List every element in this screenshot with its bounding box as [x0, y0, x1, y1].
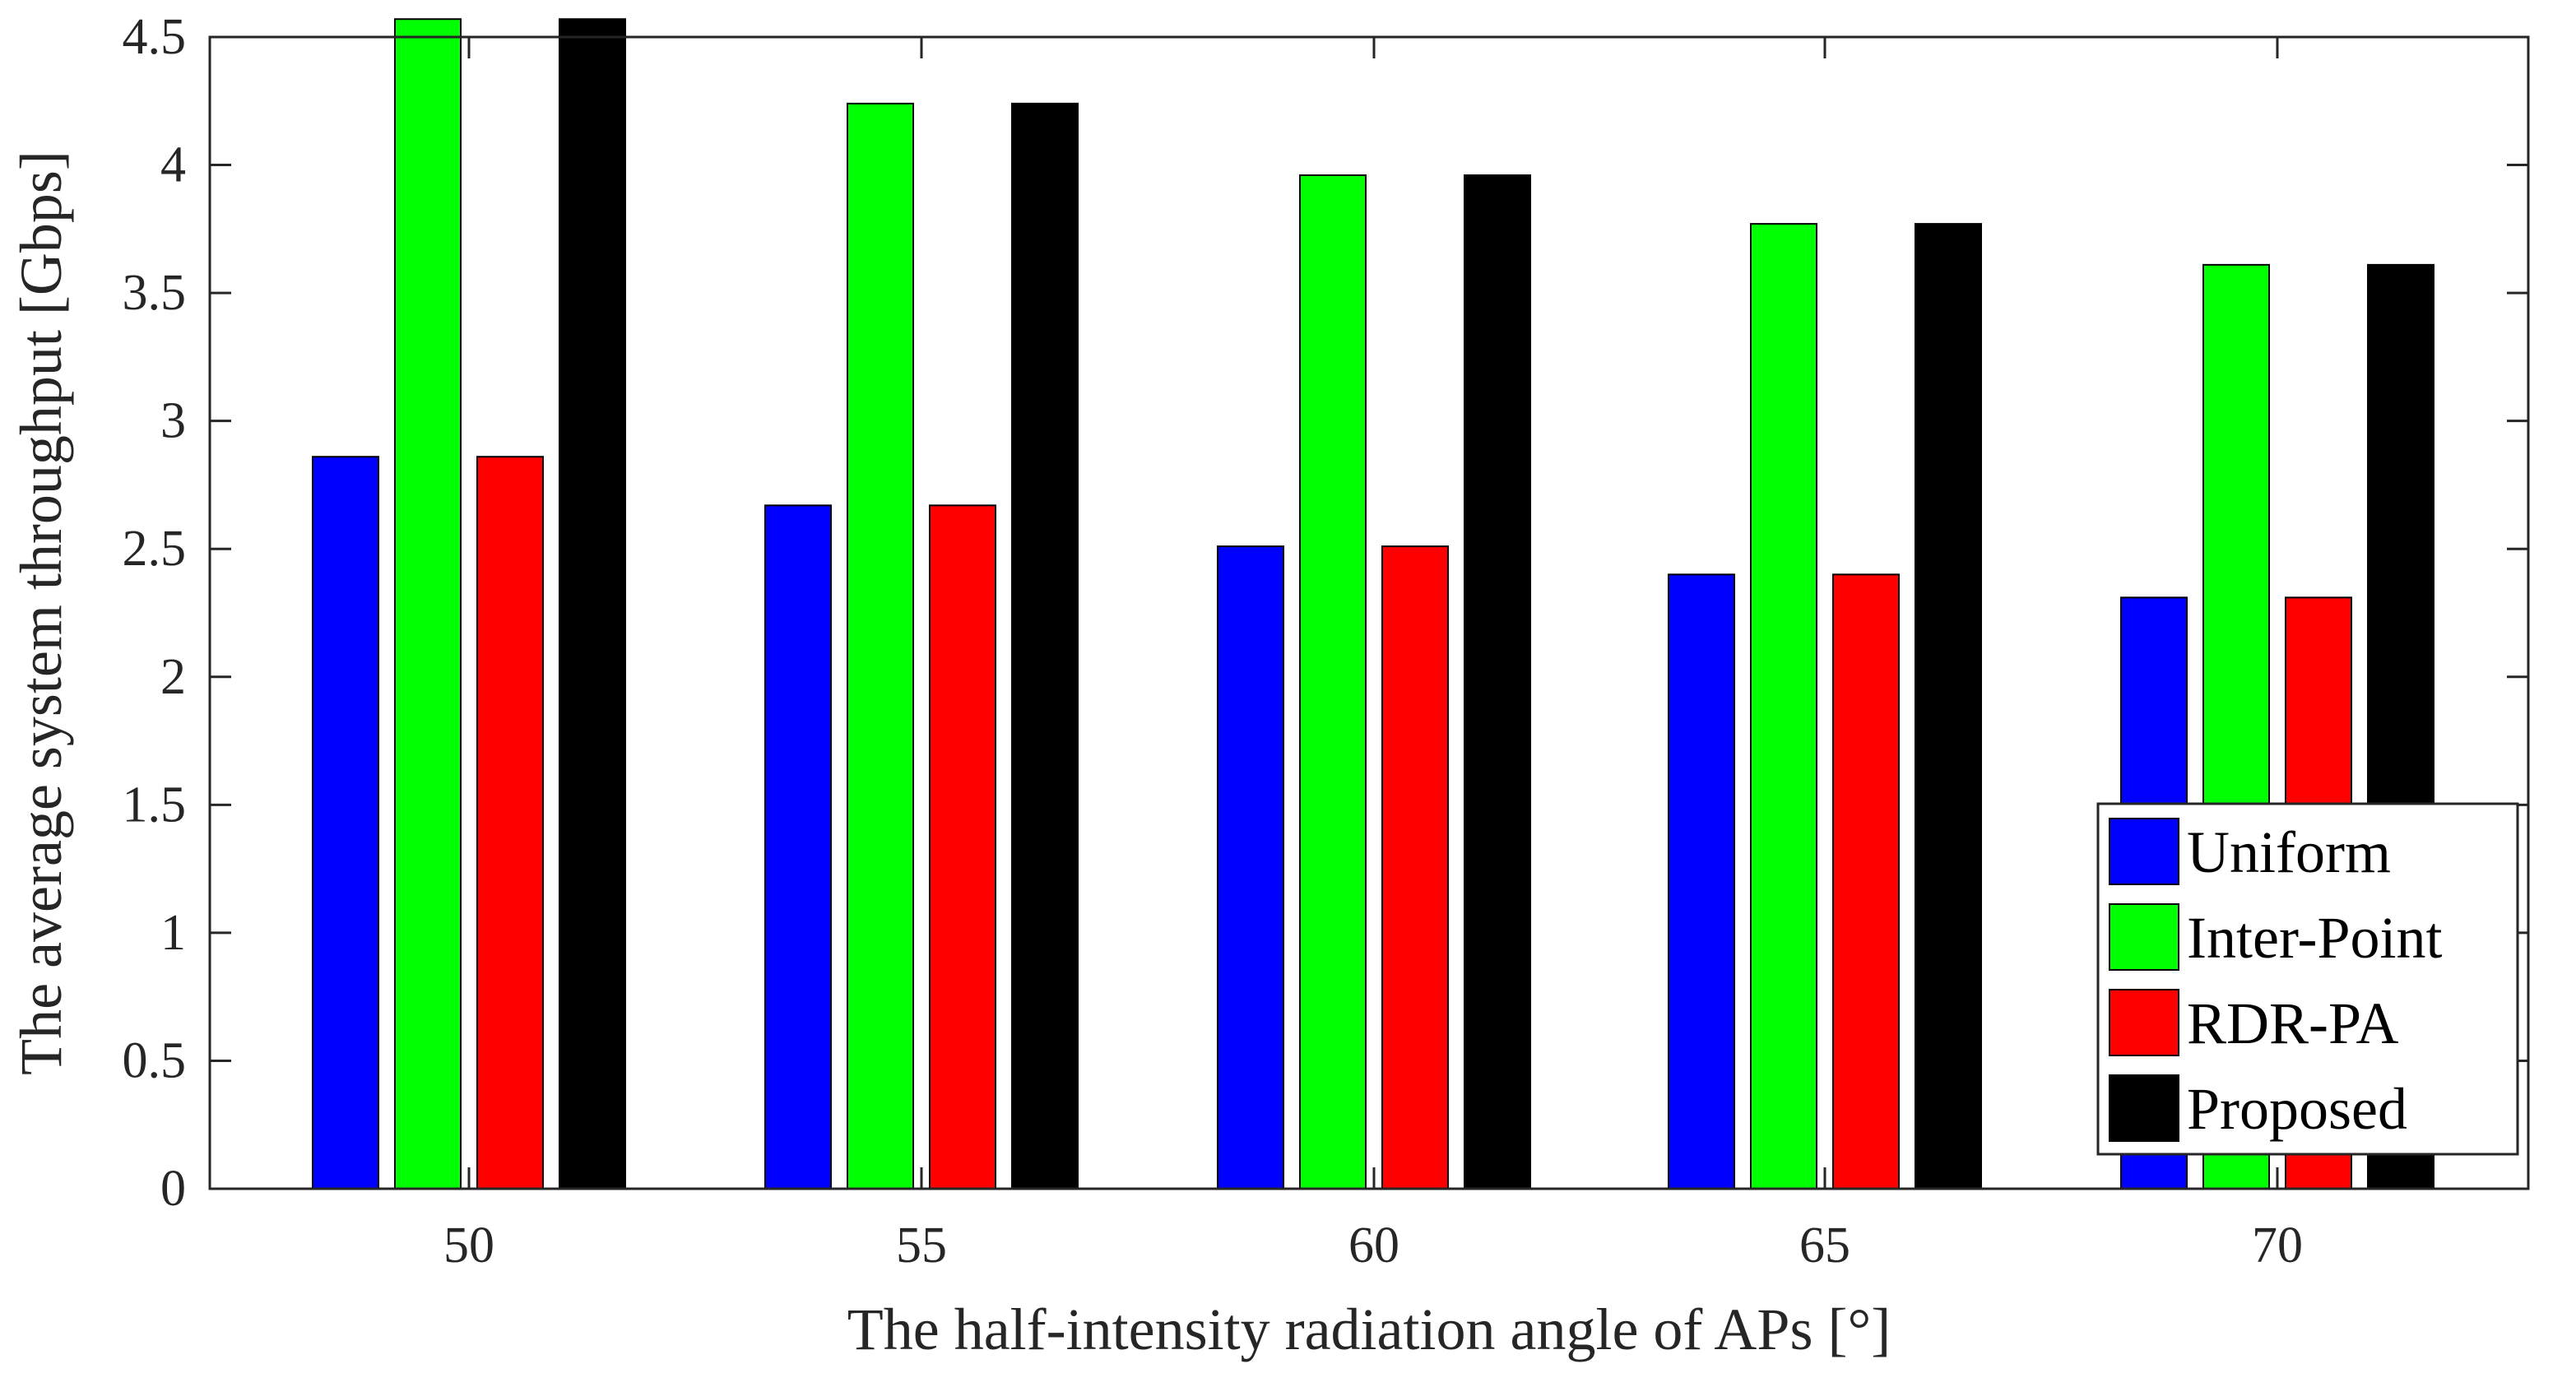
legend: Uniform Inter-Point RDR-PA Proposed: [2096, 802, 2519, 1156]
bar-proposed-50: [559, 18, 626, 1190]
legend-label-proposed: Proposed: [2187, 1076, 2407, 1142]
y-tick-label: 3: [160, 393, 186, 449]
legend-label-uniform: Uniform: [2187, 819, 2391, 885]
ticks-layer: 0 0.5 1 1.5 2 2.5 3 3.5 4 4.5 50 55 60 65 70: [123, 9, 2528, 1273]
y-axis-label: The average system throughput [Gbps]: [8, 151, 74, 1075]
y-tick-label: 0: [160, 1161, 186, 1217]
y-tick-label: 4.5: [123, 9, 187, 65]
bar-proposed-60: [1464, 174, 1531, 1190]
bar-rdr-pa-55: [929, 504, 996, 1190]
bar-uniform-65: [1668, 573, 1735, 1190]
x-tick-label: 55: [896, 1218, 947, 1273]
y-tick-label: 2: [160, 649, 186, 705]
plot-frame: [208, 35, 2530, 1190]
bar-uniform-55: [764, 504, 832, 1190]
x-axis-label: The half-intensity radiation angle of AP…: [847, 1297, 1891, 1362]
bar-rdr-pa-60: [1381, 545, 1449, 1190]
bar-inter-point-60: [1299, 174, 1367, 1190]
x-tick-label: 70: [2252, 1218, 2303, 1273]
bar-inter-point-50: [394, 18, 462, 1190]
bar-proposed-55: [1011, 102, 1079, 1190]
legend-swatch-uniform: [2109, 818, 2179, 885]
legend-swatch-rdr-pa: [2109, 989, 2179, 1056]
bar-rdr-pa-50: [476, 456, 544, 1190]
legend-swatch-inter-point: [2109, 903, 2179, 971]
bar-uniform-60: [1217, 545, 1284, 1190]
y-tick-label: 0.5: [123, 1032, 187, 1088]
bar-proposed-65: [1915, 223, 1982, 1190]
y-tick-label: 1: [160, 905, 186, 961]
legend-label-inter-point: Inter-Point: [2187, 905, 2443, 971]
x-tick-label: 65: [1799, 1218, 1850, 1273]
y-tick-label: 4: [160, 137, 186, 193]
bar-rdr-pa-65: [1832, 573, 1900, 1190]
legend-swatch-proposed: [2109, 1074, 2179, 1142]
x-tick-label: 60: [1348, 1218, 1399, 1273]
bar-inter-point-55: [847, 102, 914, 1190]
y-tick-label: 2.5: [123, 521, 187, 577]
bar-uniform-50: [312, 456, 379, 1190]
y-tick-label: 1.5: [123, 777, 187, 833]
bar-inter-point-65: [1750, 223, 1817, 1190]
x-tick-label: 50: [443, 1218, 494, 1273]
y-tick-label: 3.5: [123, 265, 187, 321]
legend-label-rdr-pa: RDR-PA: [2187, 990, 2398, 1056]
